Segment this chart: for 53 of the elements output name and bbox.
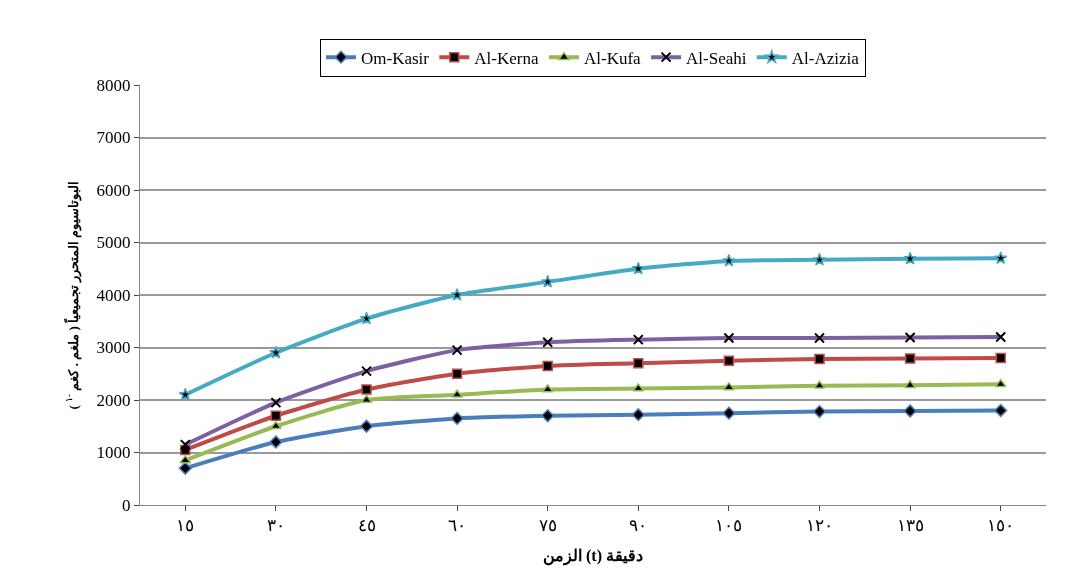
x-tick-label: ٧٥ [538, 516, 557, 536]
x-tick-label: ١٠٥ [715, 516, 743, 536]
point [723, 355, 735, 366]
x-tick-label: ٤٥ [357, 516, 376, 536]
legend-label: Al-Azizia [791, 48, 860, 68]
point [631, 408, 645, 422]
legend-label: Al-Kerna [474, 48, 539, 68]
point [994, 403, 1008, 418]
y-tick-label: 1000 [96, 443, 131, 463]
y-tick-label: 5000 [96, 233, 131, 253]
x-axis-title: الزمن (t) دقيقة [543, 547, 643, 567]
point [631, 261, 646, 275]
point [633, 358, 644, 369]
x-tick-label: ١٥٠ [987, 516, 1015, 536]
x-tick-label: ١٣٥ [896, 516, 924, 536]
x-tick-label: ١٢٠ [806, 516, 833, 536]
point [269, 435, 283, 449]
point [361, 384, 372, 395]
y-tick-label: 4000 [96, 285, 131, 305]
point [993, 251, 1008, 265]
y-tick-label: 8000 [96, 75, 131, 95]
point [178, 387, 193, 401]
point [270, 410, 282, 421]
point [812, 252, 827, 266]
legend-label: Al-Kufa [583, 48, 642, 68]
point [903, 404, 917, 418]
legend-label: Al-Seahi [686, 48, 747, 68]
point [722, 253, 736, 267]
point [269, 345, 283, 359]
y-tick-label: 3000 [96, 338, 131, 358]
legend-label: Om-Kasir [361, 48, 430, 68]
x-tick-label: ٦٠ [448, 516, 467, 536]
point [995, 352, 1006, 364]
y-tick-label: 0 [122, 495, 131, 515]
point [542, 360, 553, 372]
point [540, 274, 555, 288]
point [904, 353, 916, 364]
y-tick-label: 7000 [96, 128, 131, 148]
point [359, 419, 374, 433]
x-tick-label: ٩٠ [629, 516, 648, 536]
y-tick-label: 6000 [96, 180, 131, 200]
x-tick-label: ٣٠ [266, 516, 285, 536]
point [450, 411, 464, 425]
point [451, 368, 463, 379]
point [541, 409, 555, 423]
point [903, 251, 917, 265]
point [812, 404, 827, 419]
point [178, 461, 192, 475]
point [450, 287, 464, 301]
point [722, 406, 736, 420]
y-tick-label: 2000 [96, 390, 131, 410]
x-tick-label: ١٥ [176, 516, 195, 536]
point [814, 353, 825, 365]
